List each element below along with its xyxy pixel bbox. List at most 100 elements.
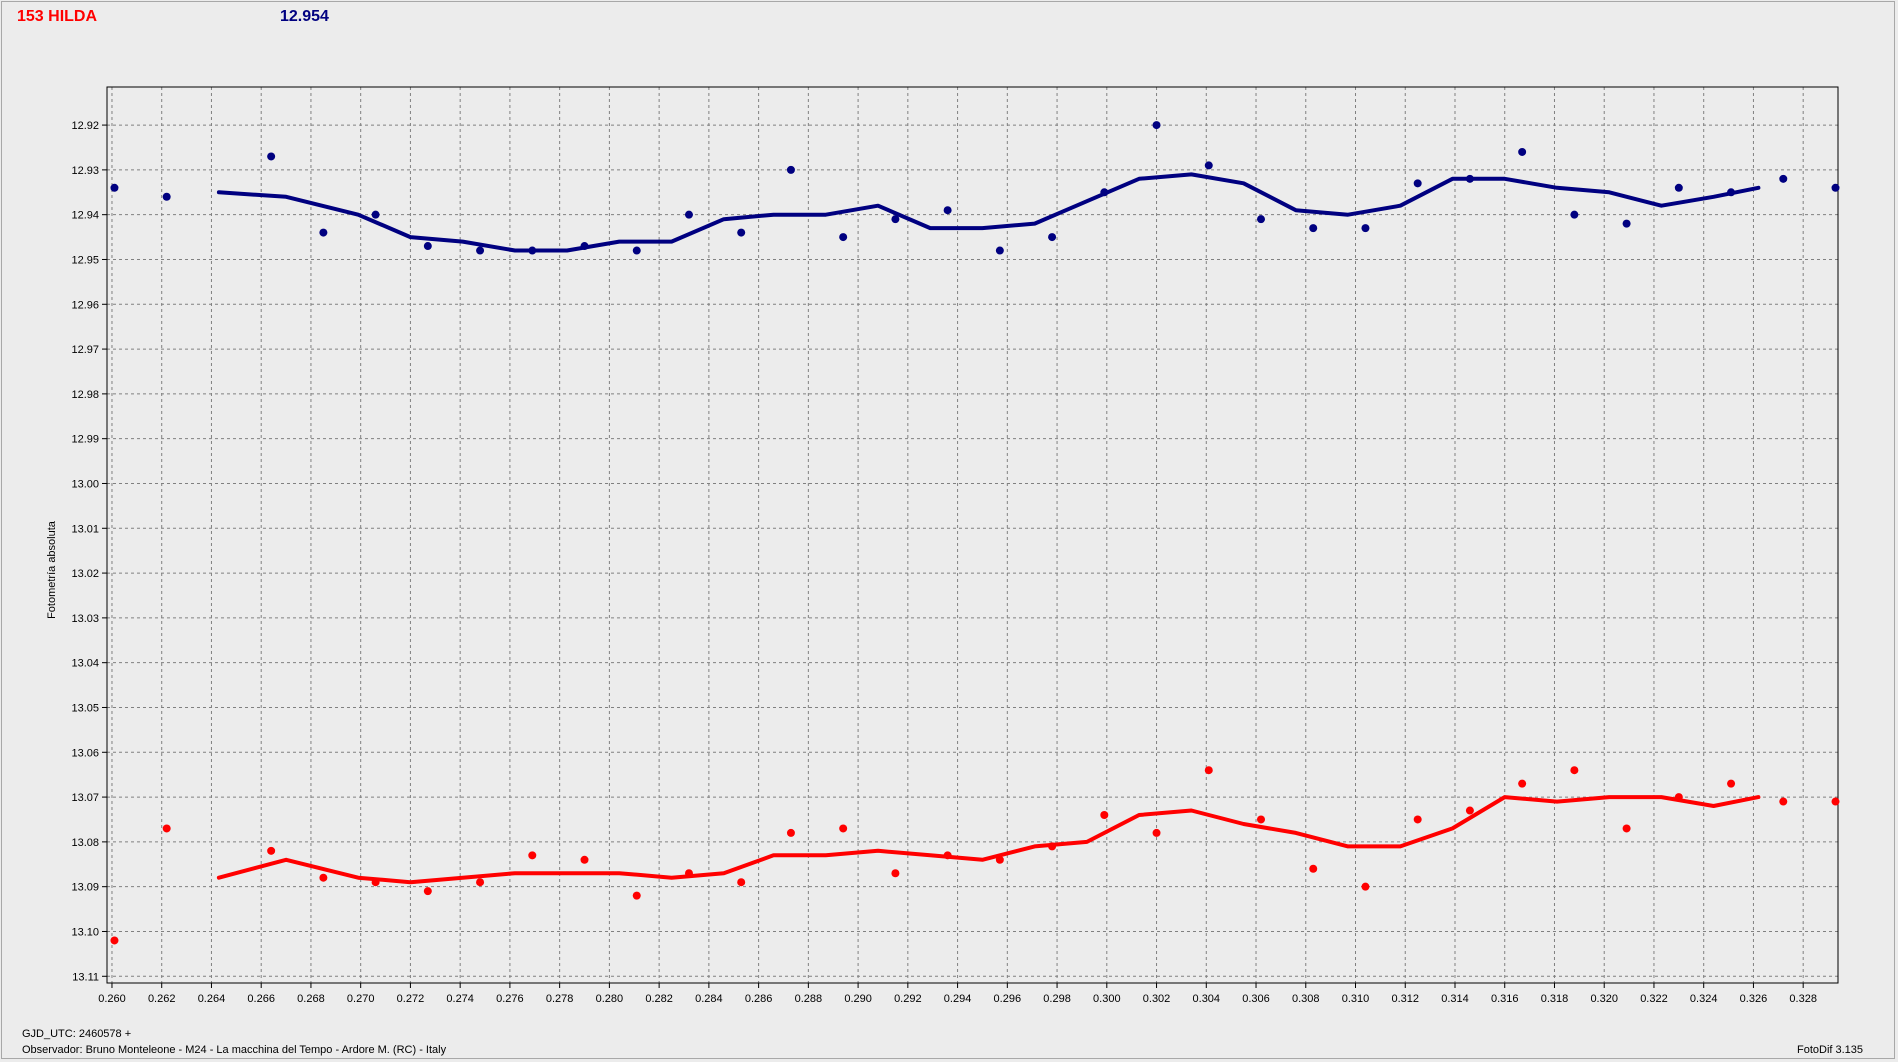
x-tick-label: 0.298	[1043, 993, 1071, 1005]
y-tick-label: 12.93	[71, 165, 99, 177]
series-1-point	[684, 869, 693, 878]
plot-area	[107, 87, 1838, 983]
y-tick-label: 12.94	[71, 210, 99, 222]
gjd-label: GJD_UTC: 2460578 +	[22, 1028, 132, 1040]
series-1-point	[1831, 797, 1840, 806]
y-tick-label: 13.00	[71, 478, 99, 490]
series-1-point	[476, 878, 485, 887]
series-0-point	[1518, 147, 1527, 156]
series-0-point	[580, 242, 589, 251]
y-tick-label: 13.09	[71, 882, 99, 894]
series-1-point	[580, 855, 589, 864]
series-1-point	[1309, 864, 1318, 873]
series-0-point	[737, 228, 746, 237]
series-0-point	[528, 246, 537, 255]
series-1-point	[267, 846, 276, 855]
series-1-point	[528, 851, 537, 860]
series-1-point	[1465, 806, 1474, 815]
x-tick-label: 0.318	[1541, 993, 1569, 1005]
y-tick-label: 12.96	[71, 299, 99, 311]
series-1-point	[839, 824, 848, 833]
y-tick-label: 12.97	[71, 344, 99, 356]
series-1-point	[1413, 815, 1422, 824]
series-1-point	[1727, 779, 1736, 788]
x-tick-label: 0.314	[1441, 993, 1469, 1005]
series-1-point	[1204, 766, 1213, 775]
x-tick-label: 0.310	[1342, 993, 1370, 1005]
x-tick-label: 0.312	[1391, 993, 1419, 1005]
series-1-smooth-line	[216, 795, 1761, 885]
x-tick-label: 0.268	[297, 993, 325, 1005]
observer-label: Observador: Bruno Monteleone - M24 - La …	[22, 1044, 447, 1056]
y-tick-label: 12.95	[71, 254, 99, 266]
series-0-point	[476, 246, 485, 255]
series-1-point	[1518, 779, 1527, 788]
series-1-point	[995, 855, 1004, 864]
series-1-point	[1100, 811, 1109, 819]
series-0-point	[1048, 233, 1057, 242]
series-1-point	[162, 824, 171, 833]
x-tick-label: 0.282	[645, 993, 673, 1005]
series-1-point	[1257, 815, 1265, 824]
series-0-point	[423, 242, 432, 251]
series-0-point	[319, 228, 328, 237]
x-tick-label: 0.264	[198, 993, 226, 1005]
software-label: FotoDif 3.135	[1797, 1044, 1864, 1056]
x-tick-label: 0.276	[496, 993, 524, 1005]
reference-magnitude: 12.954	[280, 8, 329, 25]
object-name: 153 HILDA	[17, 8, 98, 25]
y-tick-label: 12.92	[71, 120, 99, 132]
series-0-point	[1727, 188, 1736, 197]
series-0-point	[943, 206, 952, 215]
series-0-point	[110, 183, 119, 192]
y-tick-label: 13.11	[72, 971, 99, 983]
series-0-point	[995, 246, 1004, 255]
series-1-point	[943, 851, 952, 860]
x-tick-label: 0.316	[1491, 993, 1519, 1005]
series-1-point	[737, 878, 746, 887]
series-0-point	[1309, 224, 1318, 233]
series-1-point	[1048, 842, 1057, 851]
series-1-point	[1152, 828, 1161, 837]
series-1-point	[1361, 882, 1370, 891]
x-tick-label: 0.278	[546, 993, 574, 1005]
y-tick-label: 13.05	[71, 702, 99, 714]
series-0-point	[1570, 210, 1579, 219]
series-1-point	[891, 869, 900, 878]
series-1-point	[1674, 793, 1683, 802]
series-1-point	[371, 878, 380, 887]
x-tick-label: 0.320	[1590, 993, 1618, 1005]
series-0-point	[632, 246, 641, 255]
y-tick-label: 13.03	[71, 613, 99, 625]
x-tick-label: 0.266	[247, 993, 275, 1005]
series-0-point	[1779, 174, 1788, 183]
x-tick-label: 0.270	[347, 993, 375, 1005]
x-tick-label: 0.304	[1193, 993, 1221, 1005]
x-tick-label: 0.280	[596, 993, 624, 1005]
series-1-point	[632, 891, 641, 900]
x-tick-label: 0.296	[994, 993, 1022, 1005]
series-1-point	[786, 828, 795, 837]
y-tick-label: 13.08	[71, 837, 99, 849]
y-tick-label: 13.02	[71, 568, 99, 580]
x-tick-label: 0.284	[695, 993, 723, 1005]
series-0-point	[162, 192, 171, 201]
x-tick-label: 0.260	[98, 993, 126, 1005]
series-0-point	[1152, 121, 1161, 130]
series-1-point	[1570, 766, 1579, 775]
x-tick-label: 0.324	[1690, 993, 1718, 1005]
x-tick-label: 0.262	[148, 993, 176, 1005]
y-tick-label: 13.04	[71, 658, 99, 670]
series-0-point	[1413, 179, 1422, 188]
x-tick-label: 0.288	[795, 993, 823, 1005]
series-1-point	[110, 936, 119, 945]
x-tick-label: 0.302	[1143, 993, 1171, 1005]
y-tick-label: 12.99	[71, 434, 99, 446]
x-tick-label: 0.286	[745, 993, 773, 1005]
y-tick-label: 12.98	[71, 389, 99, 401]
x-tick-label: 0.328	[1789, 993, 1817, 1005]
x-tick-label: 0.306	[1242, 993, 1270, 1005]
y-tick-label: 13.10	[71, 926, 99, 938]
x-tick-label: 0.290	[844, 993, 872, 1005]
